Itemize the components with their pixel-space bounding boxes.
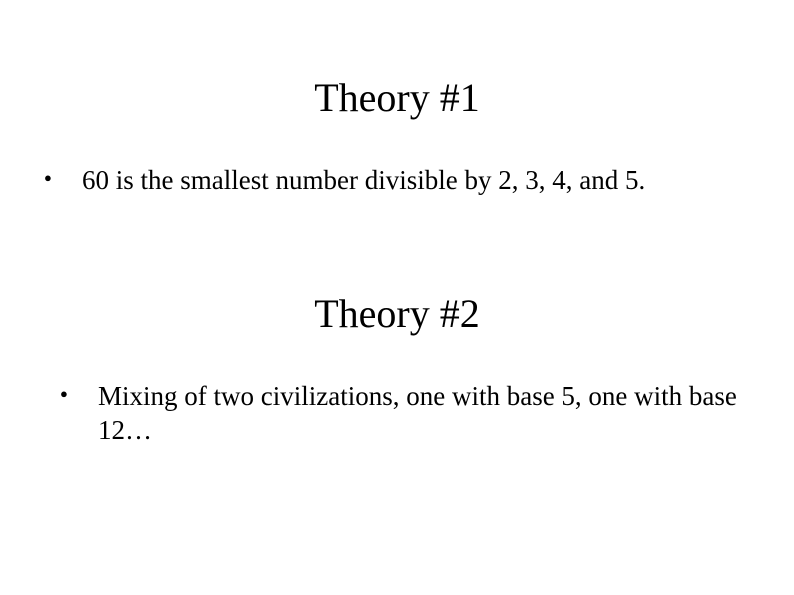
bullet-list-1: 60 is the smallest number divisible by 2…	[44, 164, 744, 198]
slide: Theory #1 60 is the smallest number divi…	[0, 0, 794, 595]
bullet-item-2: Mixing of two civilizations, one with ba…	[60, 380, 750, 448]
heading-theory-2: Theory #2	[0, 290, 794, 337]
bullet-list-2: Mixing of two civilizations, one with ba…	[60, 380, 750, 448]
bullet-item-1: 60 is the smallest number divisible by 2…	[44, 164, 744, 198]
body-block-1: 60 is the smallest number divisible by 2…	[44, 164, 744, 198]
heading-theory-1: Theory #1	[0, 74, 794, 121]
body-block-2: Mixing of two civilizations, one with ba…	[60, 380, 750, 448]
